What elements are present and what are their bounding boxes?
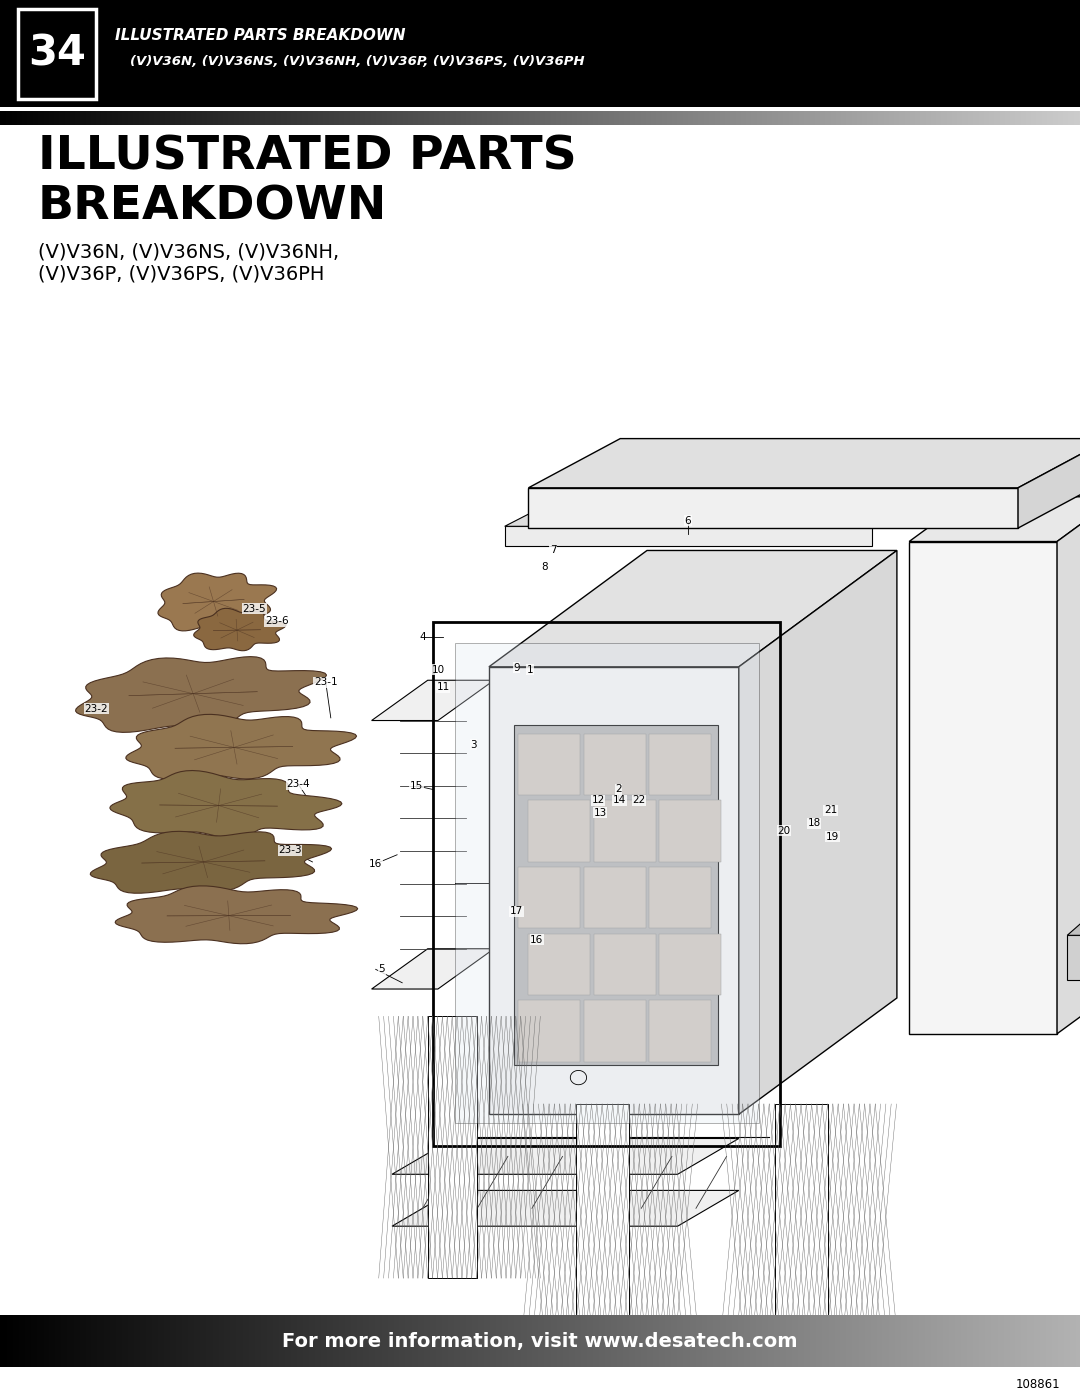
- Polygon shape: [504, 527, 872, 546]
- Text: 20: 20: [778, 826, 791, 835]
- Polygon shape: [504, 492, 939, 527]
- Polygon shape: [594, 800, 656, 862]
- Text: 11: 11: [436, 682, 449, 693]
- Polygon shape: [649, 868, 711, 929]
- Polygon shape: [739, 550, 896, 1115]
- Bar: [18, 8, 96, 99]
- Polygon shape: [909, 497, 1080, 542]
- Polygon shape: [659, 933, 720, 995]
- Polygon shape: [1057, 497, 1080, 1034]
- Polygon shape: [489, 550, 896, 666]
- Polygon shape: [649, 733, 711, 795]
- Polygon shape: [116, 886, 357, 944]
- Polygon shape: [125, 714, 356, 780]
- Polygon shape: [909, 542, 1057, 1034]
- Text: BREAKDOWN: BREAKDOWN: [38, 184, 388, 231]
- Polygon shape: [584, 733, 646, 795]
- Polygon shape: [594, 933, 656, 995]
- Text: 16: 16: [530, 935, 543, 944]
- Text: 17: 17: [510, 907, 523, 916]
- Polygon shape: [91, 831, 332, 893]
- Text: 9: 9: [513, 662, 519, 673]
- Polygon shape: [528, 933, 591, 995]
- Polygon shape: [774, 1104, 827, 1329]
- Text: 108861: 108861: [1015, 1379, 1059, 1391]
- Polygon shape: [528, 800, 591, 862]
- Text: 15: 15: [409, 781, 423, 791]
- Text: 23-5: 23-5: [243, 604, 266, 613]
- Text: 22: 22: [632, 795, 646, 805]
- Text: 12: 12: [592, 795, 605, 805]
- Polygon shape: [514, 725, 718, 1065]
- Text: 23-3: 23-3: [279, 845, 301, 855]
- Text: 23-6: 23-6: [265, 616, 288, 626]
- Polygon shape: [193, 608, 286, 651]
- Text: 1: 1: [526, 665, 534, 675]
- Text: 23-1: 23-1: [314, 678, 338, 687]
- Polygon shape: [1067, 936, 1080, 981]
- Polygon shape: [1018, 439, 1080, 528]
- Polygon shape: [576, 1104, 629, 1329]
- Text: 14: 14: [612, 795, 626, 805]
- Polygon shape: [372, 680, 494, 721]
- Polygon shape: [584, 868, 646, 929]
- Text: 16: 16: [369, 859, 382, 869]
- Text: 18: 18: [808, 819, 821, 828]
- Text: ILLUSTRATED PARTS: ILLUSTRATED PARTS: [38, 136, 577, 180]
- Text: 7: 7: [550, 545, 556, 556]
- Text: (V)V36N, (V)V36NS, (V)V36NH, (V)V36P, (V)V36PS, (V)V36PH: (V)V36N, (V)V36NS, (V)V36NH, (V)V36P, (V…: [130, 54, 584, 68]
- Polygon shape: [110, 771, 342, 838]
- Text: (V)V36N, (V)V36NS, (V)V36NH,: (V)V36N, (V)V36NS, (V)V36NH,: [38, 243, 339, 263]
- Polygon shape: [518, 1000, 580, 1062]
- Text: 19: 19: [826, 831, 839, 842]
- Polygon shape: [659, 800, 720, 862]
- Bar: [0, 0, 1080, 108]
- Polygon shape: [489, 666, 739, 1115]
- Polygon shape: [392, 1190, 739, 1227]
- Polygon shape: [456, 643, 759, 1123]
- Polygon shape: [76, 657, 326, 732]
- Text: 34: 34: [28, 34, 86, 75]
- Text: 2: 2: [616, 785, 622, 795]
- Text: 5: 5: [378, 964, 386, 974]
- Polygon shape: [528, 439, 1080, 488]
- Text: (V)V36P, (V)V36PS, (V)V36PH: (V)V36P, (V)V36PS, (V)V36PH: [38, 265, 324, 284]
- Polygon shape: [158, 573, 276, 631]
- Polygon shape: [1067, 922, 1080, 936]
- Text: 4: 4: [419, 633, 426, 643]
- Text: 21: 21: [824, 805, 837, 814]
- Polygon shape: [584, 1000, 646, 1062]
- Polygon shape: [518, 868, 580, 929]
- Polygon shape: [528, 488, 1018, 528]
- Polygon shape: [372, 949, 494, 989]
- Text: For more information, visit www.desatech.com: For more information, visit www.desatech…: [282, 1331, 798, 1351]
- Polygon shape: [649, 1000, 711, 1062]
- Text: 6: 6: [685, 515, 691, 525]
- Text: ILLUSTRATED PARTS BREAKDOWN: ILLUSTRATED PARTS BREAKDOWN: [114, 28, 405, 43]
- Polygon shape: [428, 1017, 476, 1278]
- Text: 10: 10: [431, 665, 445, 675]
- Text: 23-4: 23-4: [286, 780, 310, 789]
- Text: 8: 8: [542, 563, 549, 573]
- Polygon shape: [518, 733, 580, 795]
- Text: 13: 13: [593, 807, 607, 817]
- Text: 23-2: 23-2: [84, 704, 108, 714]
- Polygon shape: [392, 1139, 739, 1175]
- Text: 3: 3: [470, 739, 477, 750]
